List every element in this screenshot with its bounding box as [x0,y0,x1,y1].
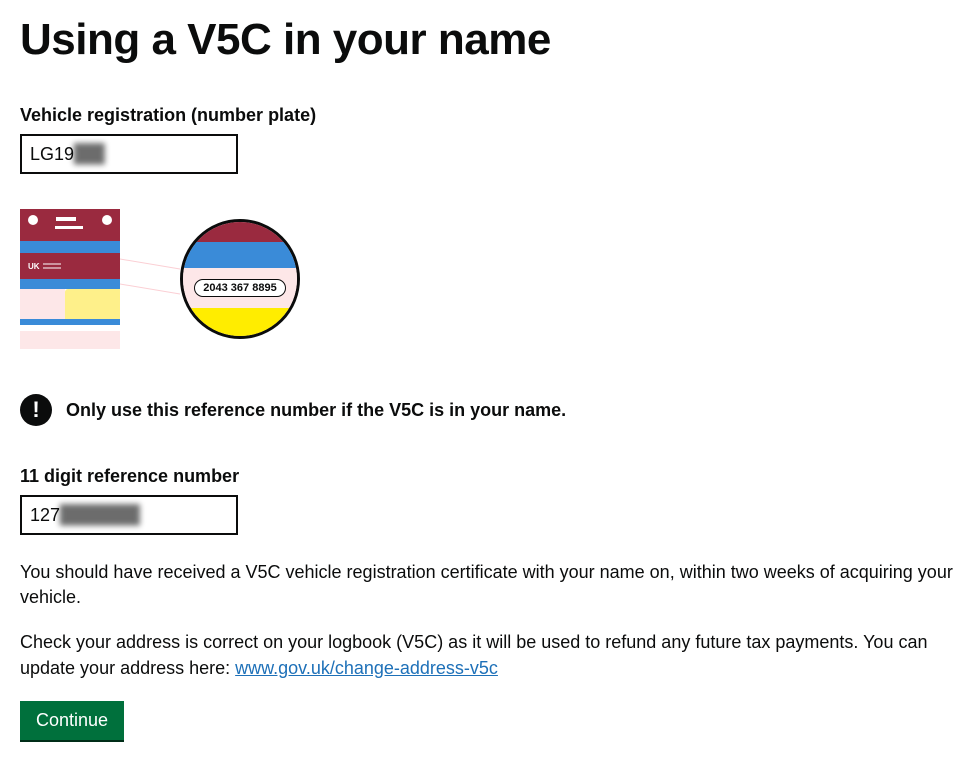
vehicle-reg-value-visible: LG19 [30,144,74,165]
vehicle-reg-label: Vehicle registration (number plate) [20,105,954,126]
page-heading: Using a V5C in your name [20,15,954,65]
warning-text: Only use this reference number if the V5… [66,400,566,421]
change-address-link[interactable]: www.gov.uk/change-address-v5c [235,658,498,678]
reference-number-group: 11 digit reference number 127████████ [20,466,954,535]
reference-number-value-obscured: ████████ [60,505,139,526]
uk-label: UK [28,262,61,271]
continue-button[interactable]: Continue [20,701,124,740]
reference-number-label: 11 digit reference number [20,466,954,487]
warning-icon: ! [20,394,52,426]
warning-callout: ! Only use this reference number if the … [20,394,954,426]
reference-number-value-visible: 127 [30,505,60,526]
v5c-document-icon: UK [20,209,120,349]
v5c-illustration: UK 2043 367 8895 [20,199,954,359]
vehicle-reg-value-obscured: ███ [74,144,104,165]
reference-number-input[interactable]: 127████████ [20,495,238,535]
vehicle-reg-input[interactable]: LG19███ [20,134,238,174]
sample-reference-number: 2043 367 8895 [194,279,285,297]
vehicle-reg-group: Vehicle registration (number plate) LG19… [20,105,954,174]
magnifier-icon: 2043 367 8895 [180,219,300,339]
info-paragraph-1: You should have received a V5C vehicle r… [20,560,954,610]
info-paragraph-2: Check your address is correct on your lo… [20,630,954,680]
